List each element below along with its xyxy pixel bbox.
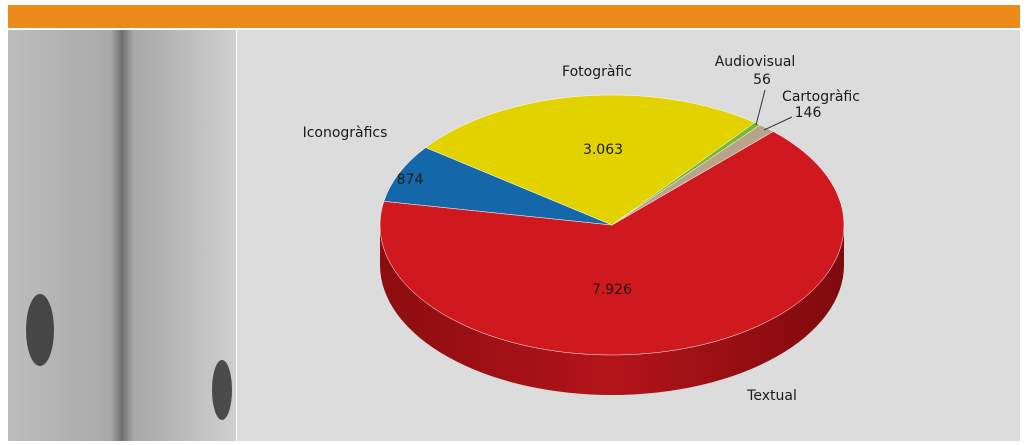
photo — [8, 30, 236, 441]
category-label: Cartogràfic — [782, 89, 860, 105]
value-label: 56 — [753, 72, 771, 88]
pie-slice — [425, 94, 756, 226]
pie-slice — [379, 131, 845, 356]
leader-line — [763, 116, 793, 131]
category-label: Fotogràfic — [562, 64, 632, 80]
leader-line — [755, 89, 766, 126]
category-label: Audiovisual — [715, 54, 796, 70]
photo-detail — [212, 360, 232, 420]
value-label: 7.926 — [592, 282, 632, 298]
pie — [379, 94, 845, 395]
value-label: 874 — [397, 172, 424, 188]
value-label: 146 — [795, 105, 822, 121]
value-label: 3.063 — [583, 142, 623, 158]
category-label: Iconogràfics — [303, 125, 388, 141]
photo-detail — [26, 294, 54, 366]
header-bar — [8, 5, 1020, 28]
pie-slice — [611, 124, 774, 226]
pie-slice — [383, 147, 613, 226]
pie-side — [380, 225, 844, 395]
category-label: Textual — [746, 388, 797, 404]
